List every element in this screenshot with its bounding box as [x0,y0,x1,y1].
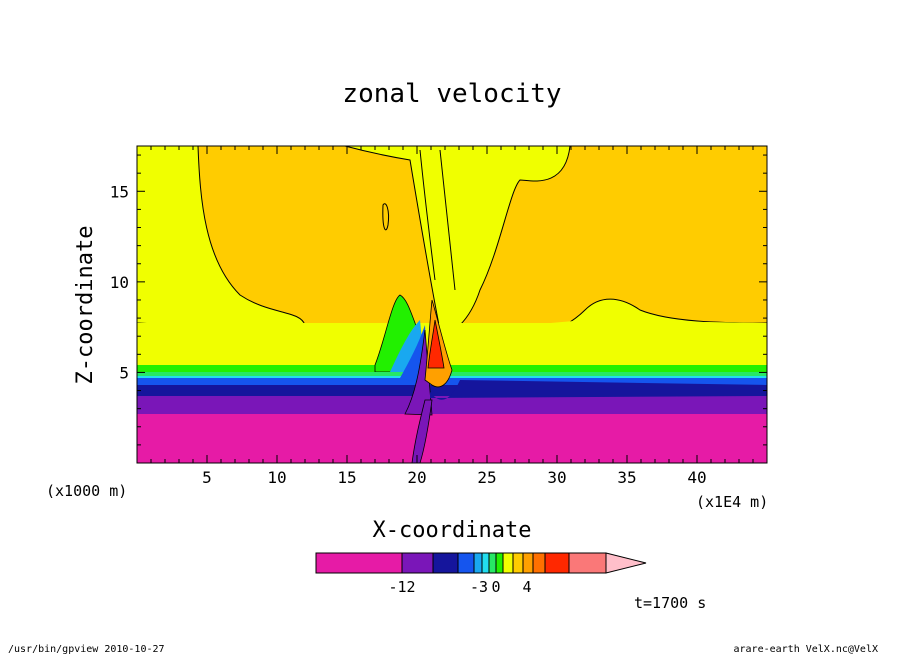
colorbar-label: -3 [470,578,488,596]
x-tick-label: 20 [407,468,426,487]
colorbar-arrow [605,552,647,574]
x-tick-label: 35 [617,468,636,487]
footer-left-info: /usr/bin/gpview 2010-10-27 [8,644,165,654]
contour-line-2 [419,149,436,281]
colorbar-segment [481,552,490,574]
x-tick-label: 5 [202,468,212,487]
colorbar-segment [473,552,483,574]
field-plume-purple [404,329,433,416]
contour-line-1 [382,203,389,231]
x-axis-ticks: 5 10 15 20 25 30 35 40 [150,146,754,487]
colorbar [315,552,647,574]
colorbar-label: -12 [388,578,415,596]
x-tick-label: 40 [687,468,706,487]
time-label: t=1700 s [634,594,706,612]
y-tick-label: 5 [119,363,129,382]
band-violet [137,396,767,414]
y-axis-label: Z-coordinate [73,226,98,385]
field-plume-red [427,319,445,369]
y-axis-ticks: 5 10 15 [110,154,767,446]
x-axis-unit-left: (x1000 m) [46,482,127,500]
contour-line-3 [439,149,456,291]
x-tick-label: 10 [267,468,286,487]
colorbar-segment [495,552,504,574]
colorbar-segment [532,552,546,574]
footer-right-info: arare-earth_VelX.nc@VelX [734,644,879,654]
plot-frame [136,145,768,464]
colorbar-segment [522,552,534,574]
colorbar-segment [512,552,524,574]
colorbar-label: 4 [522,578,531,596]
colorbar-segment [568,552,607,574]
colorbar-label: 0 [491,578,500,596]
colorbar-labels: -12 -3 0 4 [388,578,531,596]
band-lightgreen [137,372,767,376]
colorbar-segment [502,552,514,574]
colorbar-segment [457,552,475,574]
field-dip [430,380,767,400]
colorbar-segment [401,552,434,574]
field-plume-stem [411,399,433,464]
x-tick-label: 25 [477,468,496,487]
band-blue-top [137,378,767,385]
x-tick-label: 30 [547,468,566,487]
band-green [137,365,767,372]
chart-title: zonal velocity [342,79,561,109]
field-yellow-link [137,320,767,365]
x-tick-label: 15 [337,468,356,487]
colorbar-segment [544,552,570,574]
plot-area [136,145,768,464]
colorbar-segment [315,552,403,574]
x-axis-label: X-coordinate [373,518,532,543]
x-axis-unit-right: (x1E4 m) [696,493,768,511]
colorbar-segment [432,552,459,574]
band-navy-top [137,385,767,396]
y-tick-label: 10 [110,273,129,292]
band-magenta [137,414,767,463]
colorbar-segment [488,552,497,574]
y-tick-label: 15 [110,182,129,201]
